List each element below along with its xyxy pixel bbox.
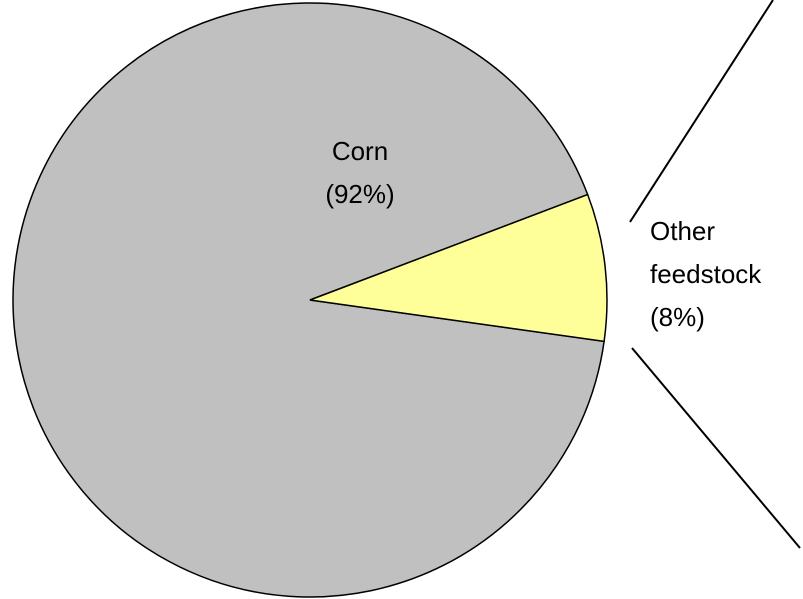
value-label: (92%) — [325, 179, 394, 209]
leader-line — [631, 347, 801, 549]
value-label: (8%) — [650, 302, 705, 332]
leader-line — [629, 0, 774, 223]
category-label: Other feedstock — [650, 216, 762, 289]
category-label: Corn — [332, 136, 388, 166]
pie-slice — [12, 2, 605, 598]
pie-slice — [309, 193, 608, 343]
